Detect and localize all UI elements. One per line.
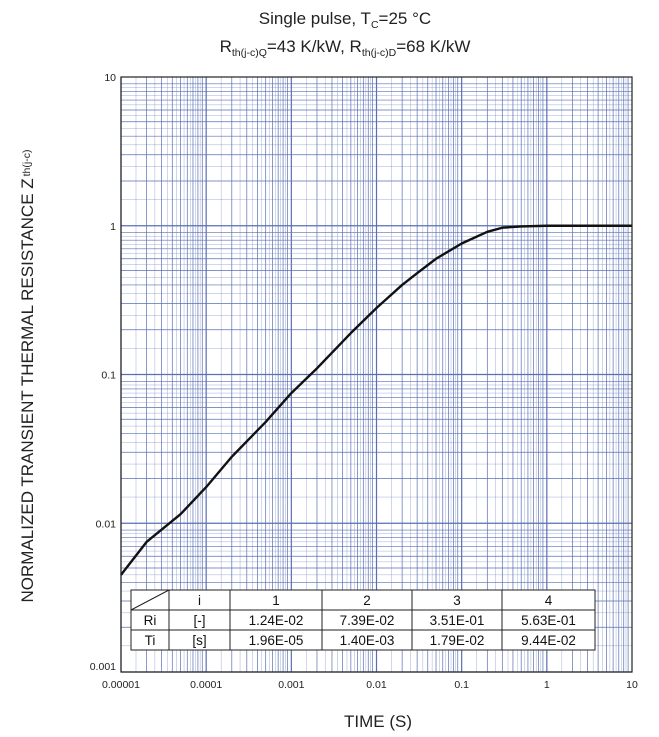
table-cell: 1.24E-02 <box>249 613 304 628</box>
chart-title-line-1: Single pulse, TC=25 °C <box>259 9 431 31</box>
y-tick-label: 10 <box>104 72 116 84</box>
table-header-cell: 4 <box>545 593 553 608</box>
table-header-cell: 1 <box>272 593 280 608</box>
x-tick-label: 0.001 <box>278 679 304 691</box>
table-cell: 7.39E-02 <box>340 613 395 628</box>
x-tick-label: 0.0001 <box>190 679 222 691</box>
y-tick-label: 1 <box>110 221 116 233</box>
table-cell: Ti <box>145 633 156 648</box>
x-tick-label: 0.01 <box>366 679 387 691</box>
table-cell: 5.63E-01 <box>521 613 576 628</box>
y-tick-label: 0.01 <box>96 518 117 530</box>
grid-lines <box>120 77 632 673</box>
x-tick-label: 1 <box>544 679 550 691</box>
table-cell: 1.79E-02 <box>430 633 485 648</box>
table-header-cell: i <box>198 593 201 608</box>
table-cell: Ri <box>144 613 157 628</box>
y-tick-label: 0.001 <box>90 661 116 673</box>
x-tick-label: 0.1 <box>454 679 469 691</box>
table-cell: 9.44E-02 <box>521 633 576 648</box>
table-cell: 3.51E-01 <box>430 613 485 628</box>
thermal-params-table: i 1 2 3 4 Ri [-] 1.24E-02 7.39E-02 3.51E-01 5.63E-… <box>130 589 596 651</box>
x-tick-label: 0.00001 <box>102 679 140 691</box>
chart-title-line-2: Rth(j-c)Q=43 K/kW, Rth(j-c)D=68 K/kW <box>220 37 471 59</box>
y-axis-title: NORMALIZED TRANSIENT THERMAL RESISTANCE … <box>18 150 37 603</box>
x-tick-label: 10 <box>626 679 638 691</box>
table-corner-diagonal <box>130 589 170 611</box>
table-cell: 1.40E-03 <box>340 633 395 648</box>
x-axis-title: TIME (S) <box>344 712 412 731</box>
table-cell: [-] <box>194 613 206 628</box>
series-line-zth <box>120 224 632 576</box>
table-header-cell: 3 <box>453 593 461 608</box>
table-header-cell: 2 <box>363 593 371 608</box>
plot-frame <box>120 76 633 673</box>
tick-labels: 0.00001 0.0001 0.001 0.01 0.1 1 10 0.001 0.01 0.1… <box>90 72 638 691</box>
table-cell: 1.96E-05 <box>249 633 304 648</box>
table-cell: [s] <box>192 633 206 648</box>
y-tick-label: 0.1 <box>101 370 116 382</box>
table-background <box>130 589 596 651</box>
